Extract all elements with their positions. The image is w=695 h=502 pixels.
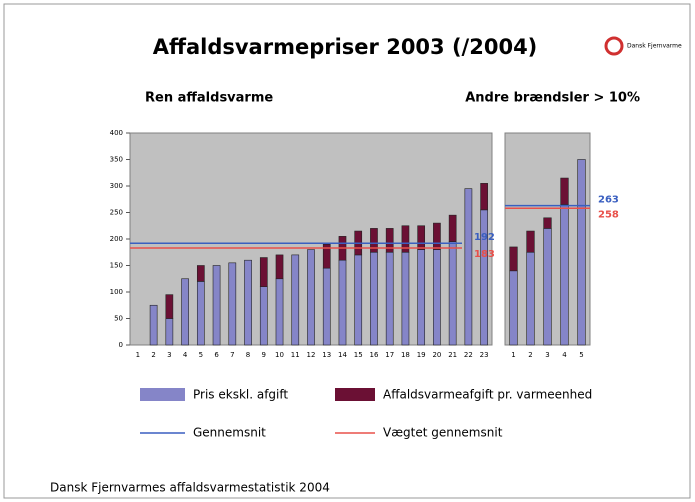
bar-segment (307, 249, 315, 346)
x-tick-label: 3 (167, 351, 171, 359)
bar-segment (526, 230, 535, 253)
bar-segment (385, 228, 394, 253)
y-tick-label: 400 (110, 129, 123, 137)
y-tick-label: 200 (110, 235, 123, 243)
bar-segment (165, 318, 174, 346)
reference-label: 263 (598, 195, 619, 206)
left-subtitle: Ren affaldsvarme (145, 91, 273, 106)
bar-segment (259, 257, 268, 287)
bar-segment (259, 286, 268, 346)
bar-segment (433, 249, 441, 346)
legend-label: Vægtet gennemsnit (383, 426, 503, 440)
bar-segment (212, 265, 221, 346)
bar-segment (196, 265, 205, 282)
y-tick-label: 250 (110, 209, 123, 217)
x-tick-label: 11 (291, 351, 300, 359)
bar-segment (275, 278, 284, 346)
x-tick-label: 18 (401, 351, 410, 359)
x-tick-label: 4 (183, 351, 188, 359)
x-tick-label: 2 (528, 351, 532, 359)
x-tick-label: 7 (230, 351, 234, 359)
bar-segment (322, 267, 331, 346)
y-tick-label: 0 (119, 341, 123, 349)
bar-segment (480, 183, 488, 211)
bar-segment (244, 259, 252, 346)
x-tick-label: 8 (246, 351, 250, 359)
bar-segment (196, 281, 205, 346)
reference-label: 192 (474, 232, 495, 243)
logo-icon (604, 36, 624, 56)
bar-segment (338, 259, 347, 346)
bar-segment (448, 214, 457, 242)
bar-segment (560, 204, 569, 346)
x-tick-label: 5 (199, 351, 203, 359)
bar-segment (401, 225, 410, 253)
bar-segment (543, 217, 552, 229)
bar-segment (291, 254, 300, 346)
x-tick-label: 1 (136, 351, 140, 359)
reference-label: 183 (474, 249, 495, 260)
x-tick-label: 23 (480, 351, 489, 359)
x-tick-label: 13 (322, 351, 331, 359)
legend-swatch (335, 388, 375, 401)
bar-segment (560, 177, 569, 205)
bar-segment (149, 304, 158, 346)
footer: Dansk Fjernvarmes affaldsvarmestatistik … (50, 481, 330, 495)
slide-title: Affaldsvarmepriser 2003 (/2004) (153, 35, 538, 59)
bar-segment (433, 222, 441, 250)
reference-label: 258 (598, 209, 619, 220)
x-tick-label: 1 (511, 351, 515, 359)
x-tick-label: 2 (151, 351, 155, 359)
x-tick-label: 5 (579, 351, 583, 359)
bar-segment (417, 225, 426, 250)
bar-segment (322, 244, 331, 269)
x-tick-label: 4 (562, 351, 567, 359)
bar-segment (480, 209, 488, 346)
legend-label: Pris ekskl. afgift (193, 388, 288, 402)
x-tick-label: 10 (275, 351, 284, 359)
bar-segment (370, 228, 378, 253)
y-tick-label: 150 (110, 262, 123, 270)
y-tick-label: 100 (110, 288, 123, 296)
bar-segment (370, 251, 378, 346)
x-tick-label: 17 (385, 351, 394, 359)
bar-segment (354, 254, 363, 346)
bar-segment (275, 254, 284, 280)
x-tick-label: 12 (307, 351, 316, 359)
bar-segment (509, 246, 518, 272)
x-tick-label: 3 (545, 351, 549, 359)
bar-segment (543, 228, 552, 346)
bar-segment (577, 159, 586, 346)
y-tick-label: 50 (114, 315, 123, 323)
bar-segment (417, 249, 426, 346)
logo-text: Dansk Fjernvarme (627, 43, 682, 50)
right-subtitle: Andre brændsler > 10% (465, 91, 640, 106)
bar-segment (464, 188, 473, 346)
x-tick-label: 22 (464, 351, 473, 359)
legend-label: Affaldsvarmeafgift pr. varmeenhed (383, 388, 592, 402)
x-tick-label: 9 (262, 351, 266, 359)
y-tick-label: 300 (110, 182, 123, 190)
y-tick-label: 350 (110, 156, 123, 164)
x-tick-label: 14 (338, 351, 347, 359)
bar-segment (165, 294, 174, 319)
x-tick-label: 19 (417, 351, 426, 359)
bar-segment (181, 278, 189, 346)
legend-label: Gennemsnit (193, 426, 266, 440)
x-tick-label: 15 (354, 351, 363, 359)
bar-segment (228, 262, 237, 346)
x-tick-label: 6 (214, 351, 219, 359)
bar-segment (401, 251, 410, 346)
x-tick-label: 16 (369, 351, 378, 359)
x-tick-label: 20 (432, 351, 441, 359)
legend-swatch (140, 388, 185, 401)
bar-segment (509, 270, 518, 346)
bar-segment (448, 241, 457, 346)
bar-segment (526, 251, 535, 346)
x-tick-label: 21 (448, 351, 457, 359)
bar-segment (385, 251, 394, 346)
